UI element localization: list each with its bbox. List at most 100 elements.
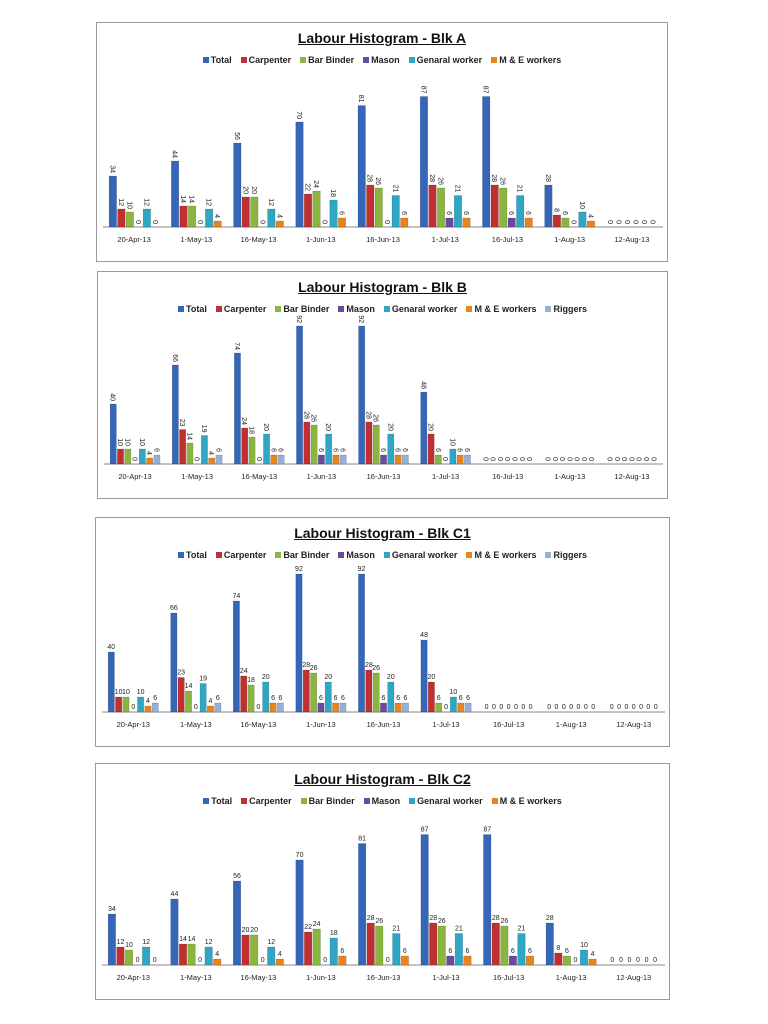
data-label: 24 [312,180,319,188]
data-label: 20 [324,674,332,681]
bar-genaral-worker [267,946,276,966]
data-label: 0 [481,457,488,461]
data-label: 10 [122,689,130,696]
legend-item-genaral-worker: Genaral worker [383,304,457,314]
data-label: 0 [580,457,587,461]
bar-m-e-workers [208,457,216,465]
legend-label: M & E workers [474,550,537,560]
category-label: 1-May-13 [180,973,212,982]
bar-carpenter [241,427,249,465]
bar-carpenter [427,433,435,465]
bar-total [420,639,428,713]
data-label: 20 [386,423,393,431]
data-label: 6 [404,695,408,702]
legend-swatch [409,798,416,804]
data-label: 48 [419,381,426,389]
data-label: 6 [214,448,221,452]
legend-label: Carpenter [223,304,267,314]
bar-genaral-worker [454,933,463,966]
category-label: 1-Jun-13 [306,235,336,244]
data-label: 6 [528,948,532,955]
legend-swatch [545,552,552,558]
category-label: 1-Aug-13 [554,472,585,481]
bar-carpenter [302,669,310,713]
data-label: 0 [610,957,614,964]
bar-genaral-worker [449,448,457,465]
legend-label: Total [186,304,207,314]
data-label: 70 [295,111,302,119]
data-label: 10 [138,438,145,446]
data-label: 0 [131,457,138,461]
category-label: 16-Jul-13 [493,720,524,729]
legend-item-m-e-workers: M & E workers [466,550,536,560]
category-label: 1-Jun-13 [306,720,336,729]
data-label: 0 [565,457,572,461]
data-label: 0 [584,704,588,711]
data-label: 0 [649,220,656,224]
bar-total [420,834,429,966]
data-label: 0 [134,220,141,224]
legend-label: Total [186,550,207,560]
bar-total [170,898,179,966]
legend-swatch [202,57,209,63]
data-label: 6 [565,948,569,955]
category-label: 1-Jul-13 [432,472,459,481]
category-label: 20-Apr-13 [117,235,150,244]
data-label: 6 [437,695,441,702]
bar-carpenter [116,946,125,966]
data-label: 14 [188,936,196,943]
category-label: 16-Jun-13 [366,235,400,244]
legend-swatch [383,306,390,312]
bar-bar-binder [435,702,443,713]
data-label: 12 [267,198,274,206]
bar-total [295,573,303,713]
data-label: 0 [624,704,628,711]
legend-item-carpenter: Carpenter [215,550,266,560]
data-label: 4 [213,214,220,218]
category-label: 1-Jul-13 [433,973,460,982]
legend-swatch [466,552,473,558]
data-label: 26 [310,665,318,672]
category-label: 12-Aug-13 [614,235,649,244]
data-label: 0 [627,957,631,964]
data-label: 6 [317,448,324,452]
data-label: 0 [619,957,623,964]
data-label: 26 [375,918,383,925]
legend-swatch [240,57,247,63]
bar-genaral-worker [137,696,145,713]
data-label: 14 [185,683,193,690]
bar-m-e-workers [586,220,595,228]
bar-riggers [151,702,159,713]
data-label: 20 [250,186,257,194]
data-label: 0 [632,220,639,224]
data-label: 81 [357,95,364,103]
bar-mason [317,702,325,713]
data-label: 6 [319,695,323,702]
bar-riggers [153,454,161,465]
data-label: 12 [205,939,213,946]
bar-m-e-workers [270,454,278,465]
bar-bar-binder [434,454,442,465]
legend-label: Bar Binder [283,304,330,314]
bar-m-e-workers [400,955,409,966]
bar-total [109,403,117,465]
data-label: 87 [483,827,491,834]
legend-label: Mason [371,796,401,806]
data-label: 23 [178,419,185,427]
legend-swatch [383,552,390,558]
data-label: 4 [591,951,595,958]
category-label: 1-Jul-13 [433,720,460,729]
data-label: 0 [635,457,642,461]
bar-m-e-workers [146,457,153,465]
legend-item-m-e-workers: M & E workers [466,304,536,314]
data-label: 26 [374,177,381,185]
bar-total [171,160,180,228]
data-label: 28 [365,662,373,669]
data-label: 14 [185,432,192,440]
data-label: 6 [507,211,514,215]
data-label: 26 [438,918,446,925]
bar-total [171,364,179,465]
data-label: 14 [188,195,195,203]
data-label: 0 [569,220,576,224]
data-label: 6 [524,211,531,215]
